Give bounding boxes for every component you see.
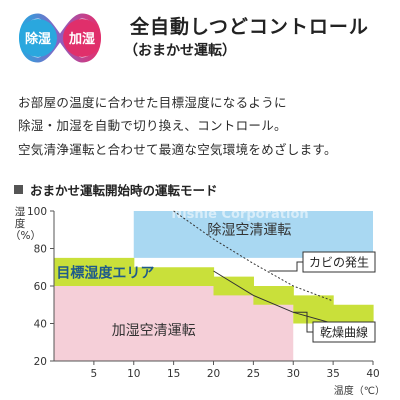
curve-layer [173, 210, 334, 324]
dehumidify-humidify-logo: 除湿 加湿 [19, 13, 101, 63]
mold-callout-label: カビの発生 [309, 256, 369, 270]
description-line-2: 除湿・加湿を自動で切り換え、コントロール。 [18, 118, 287, 133]
x-tick-label: 10 [127, 368, 140, 380]
description-line-1: お部屋の温度に合わせた目標湿度になるように [18, 95, 287, 110]
x-tick-label: 30 [287, 368, 300, 380]
page-subtitle: （おまかせ運転） [124, 43, 236, 59]
operation-mode-chart: Nishie Corporation 20 40 60 80 100 5 10 15 20 25 3… [27, 206, 385, 397]
mold-callout-box [302, 251, 376, 273]
y-tick-label: 40 [34, 319, 47, 331]
target-band-step-2 [213, 276, 254, 296]
x-axis-label: 温度（℃） [334, 384, 385, 397]
page-title: 全自動しつどコントロール [130, 16, 369, 38]
dehumidify-region [133, 211, 373, 258]
section-title: おまかせ運転開始時の運転モード [30, 183, 218, 198]
x-tick-label: 25 [247, 368, 260, 380]
drying-callout-label: 乾燥曲線 [320, 325, 368, 340]
target-band-step-4 [293, 295, 334, 324]
y-tick-label: 80 [34, 244, 47, 256]
humidify-region-label: 加湿空清運転 [112, 323, 196, 339]
y-tick-label: 20 [34, 356, 47, 368]
mold-callout-leader-line [269, 261, 303, 272]
drying-callout-box [312, 321, 376, 343]
x-tick-label: 35 [326, 368, 339, 380]
target-band-step-3 [253, 286, 294, 305]
section-square-icon [14, 185, 23, 194]
x-tick-label: 40 [366, 368, 379, 380]
description-line-3: 空気清浄運転と合わせて最適な空気環境をめざします。 [18, 142, 337, 157]
logo-left-label: 除湿 [25, 31, 51, 47]
x-tick-label: 20 [207, 368, 220, 380]
target-band-step-0 [54, 257, 135, 286]
mold-curve [173, 210, 334, 302]
dehumidify-circle [19, 19, 57, 57]
humidify-circle [63, 19, 101, 57]
dehumidify-region-label: 除湿空清運転 [207, 222, 291, 238]
logo-right-label: 加湿 [68, 32, 95, 47]
x-tick-label: 15 [167, 368, 180, 380]
region-layer [54, 211, 374, 361]
y-tick-label: 60 [34, 281, 47, 293]
target-band-step-1 [133, 267, 215, 286]
target-region-label: 目標湿度エリア [56, 265, 154, 282]
drying-callout-leader-line [293, 311, 313, 333]
x-tick-label: 5 [91, 368, 98, 380]
drying-curve [213, 270, 334, 324]
y-tick-label: 100 [27, 206, 47, 218]
axis-layer: 20 40 60 80 100 5 10 15 20 25 30 35 40 温度（℃） [27, 206, 385, 397]
watermark-text: Nishie Corporation [171, 207, 308, 222]
